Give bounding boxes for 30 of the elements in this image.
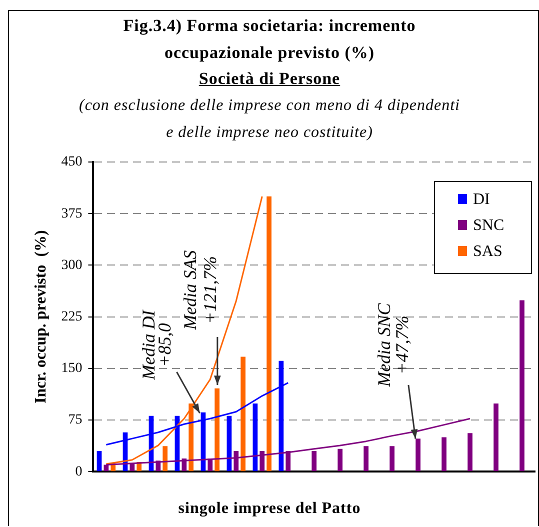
y-axis-title: Incr. occup. previsto (%) [32, 230, 50, 404]
legend-label: SNC [473, 217, 504, 234]
x-axis-title: singole imprese del Patto [177, 500, 362, 518]
y-tick-label: 300 [61, 258, 82, 273]
bar [468, 433, 472, 472]
annotation: Media SNC +47,7% [374, 302, 412, 388]
bar [214, 388, 220, 472]
y-tick-label: 0 [75, 464, 82, 480]
annotation: Media SAS +121,7% [180, 250, 220, 331]
y-tick-label: 375 [61, 206, 82, 222]
bar [162, 446, 168, 472]
bar [96, 450, 102, 472]
chart-subtitle: Società di Persone [198, 68, 342, 90]
bar [442, 437, 446, 472]
y-tick-label: 150 [61, 361, 82, 376]
bar [266, 196, 272, 472]
bar [240, 356, 246, 472]
annotation: Media DI +85,0 [138, 309, 174, 381]
y-tick-label: 75 [68, 412, 82, 428]
legend-label: DI [473, 191, 490, 208]
y-tick-label: 225 [61, 309, 82, 324]
y-tick-label: 450 [61, 154, 82, 170]
bar [494, 403, 498, 472]
bar [338, 448, 343, 472]
bar [364, 446, 368, 472]
legend-label: SAS [473, 243, 502, 260]
text: (con esclusione delle imprese con meno di 4 dipendenti e delle imprese neo costituite) [78, 96, 461, 143]
bar [520, 300, 524, 472]
chart-title: Fig.3.4) Forma societaria: incremento occupazionale previsto (%) [122, 15, 417, 64]
bar [390, 446, 394, 472]
